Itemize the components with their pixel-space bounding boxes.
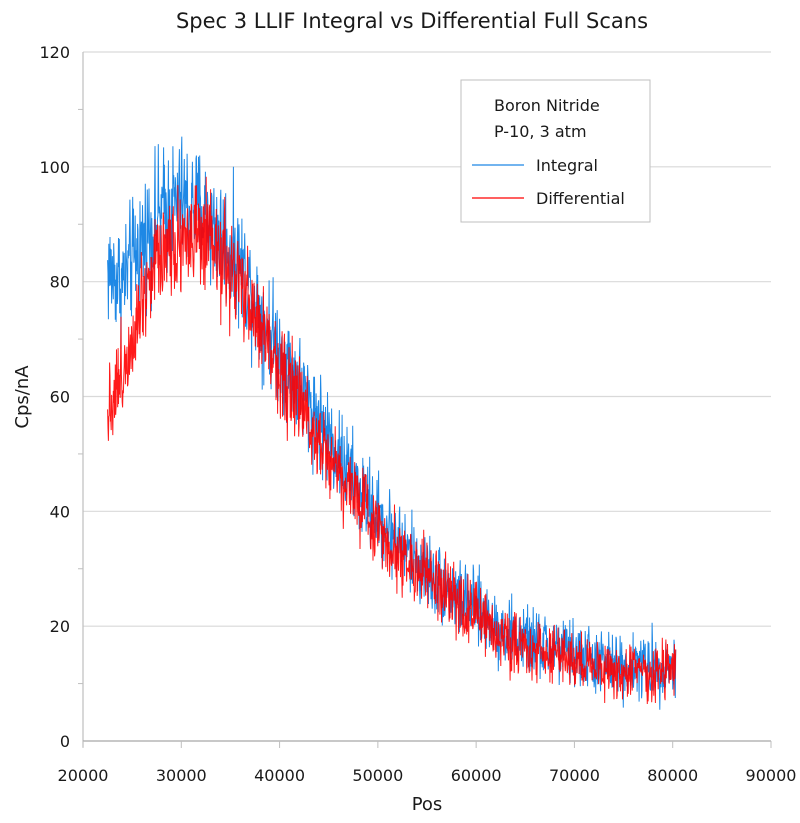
legend: Boron Nitride P-10, 3 atm Integral Diffe… (460, 79, 651, 223)
x-tick-label: 40000 (254, 766, 305, 785)
x-axis-label: Pos (412, 794, 443, 815)
y-tick-label: 20 (50, 617, 70, 636)
x-tick-label: 20000 (58, 766, 109, 785)
x-tick-label: 90000 (746, 766, 797, 785)
y-tick-label: 0 (60, 732, 70, 751)
series-line-integral (107, 136, 677, 710)
tick-labels: 0 20 40 60 80 100 120 20000 30000 40000 50000 60000… (39, 43, 796, 785)
x-tick-label: 60000 (451, 766, 502, 785)
legend-label-integral: Integral (536, 156, 598, 175)
axes (78, 52, 772, 748)
y-tick-label: 40 (50, 502, 70, 521)
legend-header-line-1: Boron Nitride (494, 96, 600, 115)
legend-label-differential: Differential (536, 189, 625, 208)
legend-header-line-2: P-10, 3 atm (494, 122, 587, 141)
series-layer (107, 136, 677, 710)
y-axis-label: Cps/nA (12, 365, 33, 429)
y-tick-label: 80 (50, 273, 70, 292)
y-tick-label: 120 (39, 43, 70, 62)
gridlines (83, 51, 771, 627)
y-tick-label: 100 (39, 158, 70, 177)
y-tick-label: 60 (50, 388, 70, 407)
x-tick-label: 80000 (647, 766, 698, 785)
x-tick-label: 30000 (156, 766, 207, 785)
x-tick-label: 50000 (352, 766, 403, 785)
chart-title: Spec 3 LLIF Integral vs Differential Ful… (176, 9, 648, 33)
x-tick-label: 70000 (549, 766, 600, 785)
series-line-differential (107, 176, 677, 705)
